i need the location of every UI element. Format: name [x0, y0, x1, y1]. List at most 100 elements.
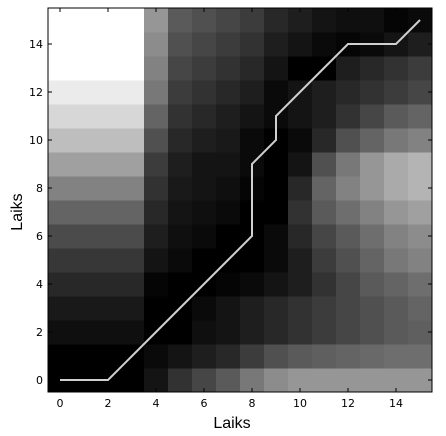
heatmap-cell [144, 104, 169, 129]
heatmap-cell [72, 296, 97, 321]
x-tick-label: 10 [293, 397, 307, 410]
heatmap-cell [384, 320, 409, 345]
heatmap-cell [360, 272, 385, 297]
heatmap-cell [312, 368, 337, 393]
y-tick-label: 8 [36, 182, 43, 195]
heatmap-cell [120, 176, 145, 201]
heatmap-cell [408, 344, 433, 369]
heatmap-cell [360, 104, 385, 129]
heatmap-cell [336, 128, 361, 153]
heatmap-cell [216, 104, 241, 129]
heatmap-cell [336, 56, 361, 81]
heatmap-cell [336, 296, 361, 321]
heatmap-cell [48, 248, 73, 273]
heatmap-cell [96, 176, 121, 201]
heatmap-cell [120, 272, 145, 297]
heatmap-cell [72, 56, 97, 81]
heatmap-cell [240, 296, 265, 321]
heatmap-cell [216, 320, 241, 345]
heatmap-cell [168, 248, 193, 273]
heatmap-cell [240, 32, 265, 57]
x-tick-label: 14 [389, 397, 403, 410]
heatmap-cell [120, 368, 145, 393]
heatmap-cell [312, 176, 337, 201]
heatmap-cell [360, 128, 385, 153]
heatmap-cell [216, 368, 241, 393]
heatmap-cell [192, 320, 217, 345]
heatmap-cell [72, 320, 97, 345]
heatmap-cell [48, 56, 73, 81]
x-axis-label: Laiks [213, 415, 250, 432]
heatmap-cell [312, 272, 337, 297]
heatmap-cell [360, 296, 385, 321]
heatmap-cell [288, 32, 313, 57]
heatmap-cell [216, 272, 241, 297]
heatmap-cell [336, 248, 361, 273]
heatmap-cell [384, 56, 409, 81]
heatmap-cell [192, 344, 217, 369]
x-tick-label: 0 [57, 397, 64, 410]
heatmap-cell [384, 296, 409, 321]
x-tick-label: 8 [249, 397, 256, 410]
heatmap-cell [384, 224, 409, 249]
y-tick-label: 10 [29, 134, 43, 147]
heatmap-cell [288, 104, 313, 129]
heatmap-cell [288, 200, 313, 225]
heatmap-cell [312, 224, 337, 249]
heatmap-cell [144, 200, 169, 225]
heatmap-cell [120, 104, 145, 129]
heatmap-cell [384, 248, 409, 273]
heatmap-cell [216, 224, 241, 249]
heatmap-cell [408, 56, 433, 81]
heatmap-cell [72, 80, 97, 105]
heatmap-cell [264, 32, 289, 57]
heatmap-cell [192, 248, 217, 273]
heatmap-cell [264, 8, 289, 33]
x-tick-label: 4 [153, 397, 160, 410]
heatmap-cell [264, 224, 289, 249]
heatmap-cell [216, 344, 241, 369]
heatmap-cell [96, 80, 121, 105]
heatmap-cell [288, 320, 313, 345]
heatmap-cell [408, 104, 433, 129]
x-tick-label: 6 [201, 397, 208, 410]
heatmap-cell [336, 272, 361, 297]
heatmap-cell [168, 80, 193, 105]
heatmap-cell [72, 8, 97, 33]
heatmap-cell [168, 320, 193, 345]
heatmap-cell [48, 344, 73, 369]
heatmap-cell [288, 152, 313, 177]
heatmap-cell [192, 32, 217, 57]
heatmap-cell [288, 296, 313, 321]
heatmap-cell [384, 80, 409, 105]
heatmap-cell [144, 344, 169, 369]
heatmap-cell [264, 368, 289, 393]
heatmap-cell [264, 320, 289, 345]
y-tick-label: 0 [36, 374, 43, 387]
heatmap-cell [288, 56, 313, 81]
heatmap-cell [312, 104, 337, 129]
heatmap-cell [264, 344, 289, 369]
heatmap-cell [72, 32, 97, 57]
heatmap-cell [408, 248, 433, 273]
heatmap-cell [120, 32, 145, 57]
heatmap-cell [360, 344, 385, 369]
y-tick-label: 12 [29, 86, 43, 99]
heatmap-cell [168, 272, 193, 297]
heatmap-cell [168, 224, 193, 249]
heatmap-cell [144, 152, 169, 177]
heatmap-cell [336, 224, 361, 249]
heatmap-cell [72, 344, 97, 369]
heatmap-cell [264, 296, 289, 321]
heatmap-cell [384, 176, 409, 201]
heatmap-cell [312, 320, 337, 345]
heatmap-cell [192, 56, 217, 81]
heatmap-cell [240, 272, 265, 297]
heatmap-cell [96, 296, 121, 321]
heatmap-cell [144, 80, 169, 105]
heatmap-cell [72, 272, 97, 297]
heatmap-cell [144, 272, 169, 297]
heatmap-cell [312, 32, 337, 57]
heatmap-cell [384, 200, 409, 225]
